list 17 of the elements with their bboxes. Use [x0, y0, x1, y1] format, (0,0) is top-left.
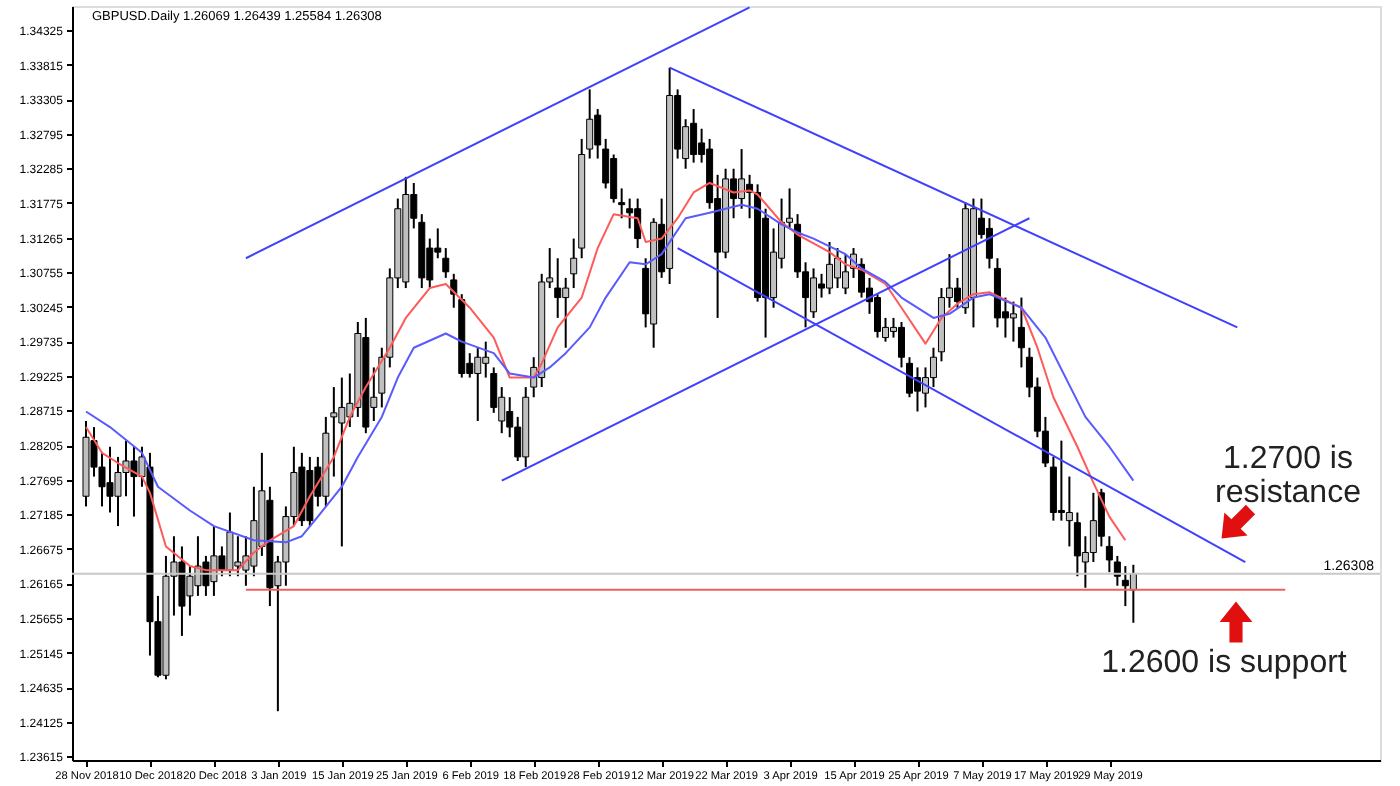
annotation: 1.2700 is resistance	[1215, 442, 1362, 510]
candlestick	[690, 108, 698, 164]
candlestick	[842, 253, 850, 296]
candlestick	[1089, 491, 1097, 564]
candlestick	[130, 445, 138, 518]
candlestick	[562, 276, 570, 349]
candlestick	[106, 445, 114, 514]
candlestick	[834, 247, 842, 290]
candlestick	[1121, 565, 1129, 608]
candlestick	[442, 247, 450, 279]
candlestick	[738, 148, 746, 210]
annotation: 1.2600 is support	[1101, 646, 1348, 680]
candlestick	[826, 240, 834, 296]
candlestick	[338, 376, 346, 548]
candlestick	[1017, 296, 1025, 369]
candlestick	[474, 346, 482, 422]
candlestick	[810, 267, 818, 319]
